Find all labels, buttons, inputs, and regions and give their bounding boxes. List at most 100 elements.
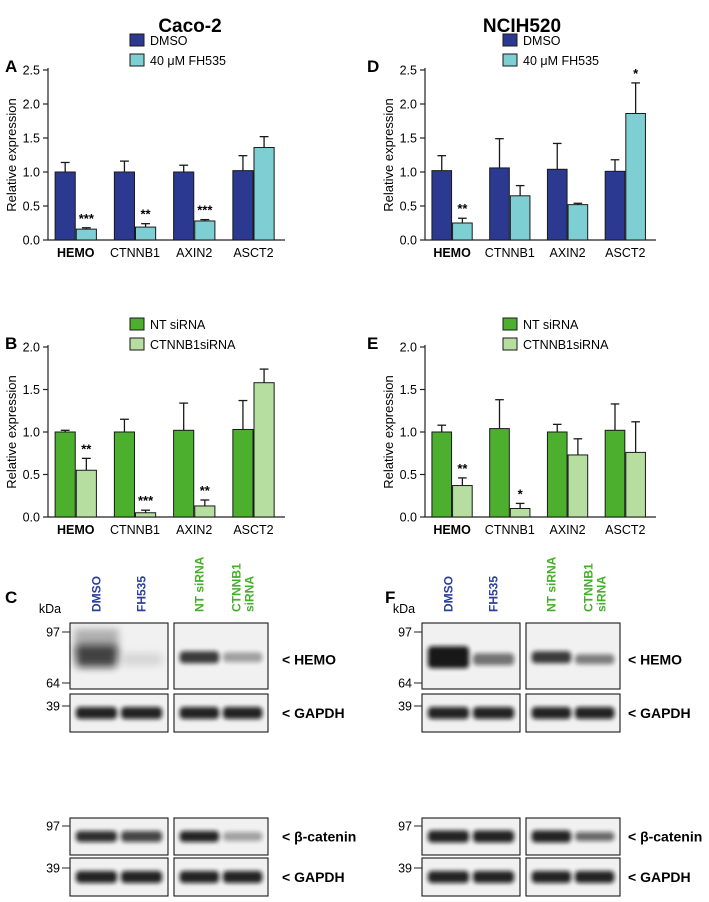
category-label-D: ASCT2 <box>605 246 645 260</box>
y-tick-label-E: 1.5 <box>400 383 417 397</box>
blot-smear-C <box>74 629 119 655</box>
bar-B-asct2-series2 <box>253 382 275 518</box>
legend-swatch-E <box>502 337 518 351</box>
legend-label-B: CTNNB1siRNA <box>150 338 236 352</box>
legend-swatch-A <box>129 53 145 67</box>
bar-D-hemo-series2 <box>452 222 473 241</box>
category-label-B: HEMO <box>57 523 95 537</box>
category-label-A: AXIN2 <box>176 246 212 260</box>
blot-band-F <box>427 646 470 669</box>
legend-swatch-E <box>502 317 518 331</box>
lane-label-F: NT siRNA <box>544 556 558 612</box>
y-tick-label-A: 2.0 <box>23 98 40 112</box>
lane-label-line: FH535 <box>135 576 149 612</box>
category-label-A: HEMO <box>57 246 95 260</box>
bar-D-asct2-series2 <box>625 113 646 241</box>
panel-letter-C: C <box>5 588 17 607</box>
lane-label-C: DMSO <box>89 576 103 612</box>
blot-band-F <box>574 871 615 883</box>
blot-band-C <box>75 871 118 883</box>
category-label-E: ASCT2 <box>605 523 645 537</box>
bar-A-ctnnb1-series1 <box>113 171 136 241</box>
chart-panel-B: B Relative expression 0.0 0.5 1.0 1.5 2.0 ** HEM… <box>4 317 285 537</box>
y-tick-label-D: 2.5 <box>400 64 417 78</box>
bar-E-ctnnb1-series2 <box>509 508 531 518</box>
bar-B-asct2-series1 <box>232 428 254 518</box>
bar-B-hemo-series2 <box>75 469 97 518</box>
blot-band-C <box>179 707 220 719</box>
legend-label-A: DMSO <box>150 34 188 48</box>
y-tick-label-A: 0.0 <box>23 234 40 248</box>
bar-A-hemo-series1 <box>54 171 76 241</box>
blot-band-C <box>75 707 118 719</box>
bar-E-hemo-series2 <box>452 485 473 518</box>
bar-A-axin2-series2 <box>194 220 216 241</box>
legend-label-B: NT siRNA <box>150 318 206 332</box>
blot-band-C <box>222 707 263 719</box>
category-label-D: AXIN2 <box>549 246 585 260</box>
legend-swatch-B <box>129 317 145 331</box>
panel-letter-B: B <box>5 334 17 353</box>
y-tick-label-D: 2.0 <box>400 98 417 112</box>
mw-marker-label-F: 39 <box>398 700 412 714</box>
mw-marker-label-C: 64 <box>46 677 60 691</box>
panel-letter-E: E <box>367 334 378 353</box>
category-label-B: ASCT2 <box>233 523 273 537</box>
y-tick-label-E: 0.0 <box>400 511 417 525</box>
y-tick-label-A: 2.5 <box>23 64 40 78</box>
y-tick-label-B: 0.0 <box>23 511 40 525</box>
blot-band-F <box>574 832 615 841</box>
lane-label-line: CTNNB1 <box>582 563 596 612</box>
lane-label-line: siRNA <box>595 576 609 612</box>
bar-E-ctnnb1-series1 <box>489 428 510 518</box>
category-label-B: CTNNB1 <box>110 523 160 537</box>
bar-D-axin2-series2 <box>567 204 589 241</box>
blot-band-F <box>574 654 615 665</box>
y-tick-label-A: 1.5 <box>23 132 40 146</box>
lane-label-line: DMSO <box>441 576 455 612</box>
panel-letter-A: A <box>5 57 17 76</box>
panel-letter-D: D <box>367 57 379 76</box>
band-label-F: < GAPDH <box>628 705 691 721</box>
category-label-E: CTNNB1 <box>485 523 535 537</box>
bar-B-ctnnb1-series2 <box>135 512 157 518</box>
legend-label-D: DMSO <box>523 34 561 48</box>
blot-band-C <box>120 707 163 719</box>
mw-marker-label-C: 39 <box>46 862 60 876</box>
mw-marker-label-C: 97 <box>46 626 60 640</box>
legend-swatch-A <box>129 33 145 47</box>
y-tick-label-D: 1.5 <box>400 132 417 146</box>
blot-band-F <box>531 707 572 719</box>
blot-band-C <box>120 871 163 883</box>
blot-band-C <box>120 831 163 842</box>
y-tick-label-B: 0.5 <box>23 468 40 482</box>
mw-marker-label-F: 97 <box>398 820 412 834</box>
lane-label-F: CTNNB1siRNA <box>582 563 609 612</box>
band-label-F: < β-catenin <box>628 829 702 845</box>
significance-label-B: ** <box>81 441 92 456</box>
y-tick-label-E: 0.5 <box>400 468 417 482</box>
blot-band-C <box>120 653 163 666</box>
blot-band-C <box>75 831 118 842</box>
legend-swatch-D <box>502 53 518 67</box>
significance-label-A: *** <box>197 203 213 218</box>
bar-A-asct2-series1 <box>232 170 254 241</box>
blot-band-C <box>179 871 220 883</box>
blot-band-F <box>427 871 470 883</box>
y-tick-label-B: 2.0 <box>23 341 40 355</box>
band-label-F: < HEMO <box>628 651 682 667</box>
significance-label-A: *** <box>79 211 95 226</box>
lane-label-line: FH535 <box>487 576 501 612</box>
legend-label-E: CTNNB1siRNA <box>523 338 609 352</box>
y-tick-label-E: 2.0 <box>400 341 417 355</box>
bar-D-ctnnb1-series1 <box>489 167 510 241</box>
blot-band-F <box>574 707 615 719</box>
y-axis-label-E: Relative expression <box>381 375 396 488</box>
mw-marker-label-C: 97 <box>46 820 60 834</box>
band-label-C: < β-catenin <box>282 829 356 845</box>
mw-marker-label-C: 39 <box>46 700 60 714</box>
y-tick-label-A: 1.0 <box>23 166 40 180</box>
y-axis-label-D: Relative expression <box>381 98 396 211</box>
band-label-C: < HEMO <box>282 651 336 667</box>
